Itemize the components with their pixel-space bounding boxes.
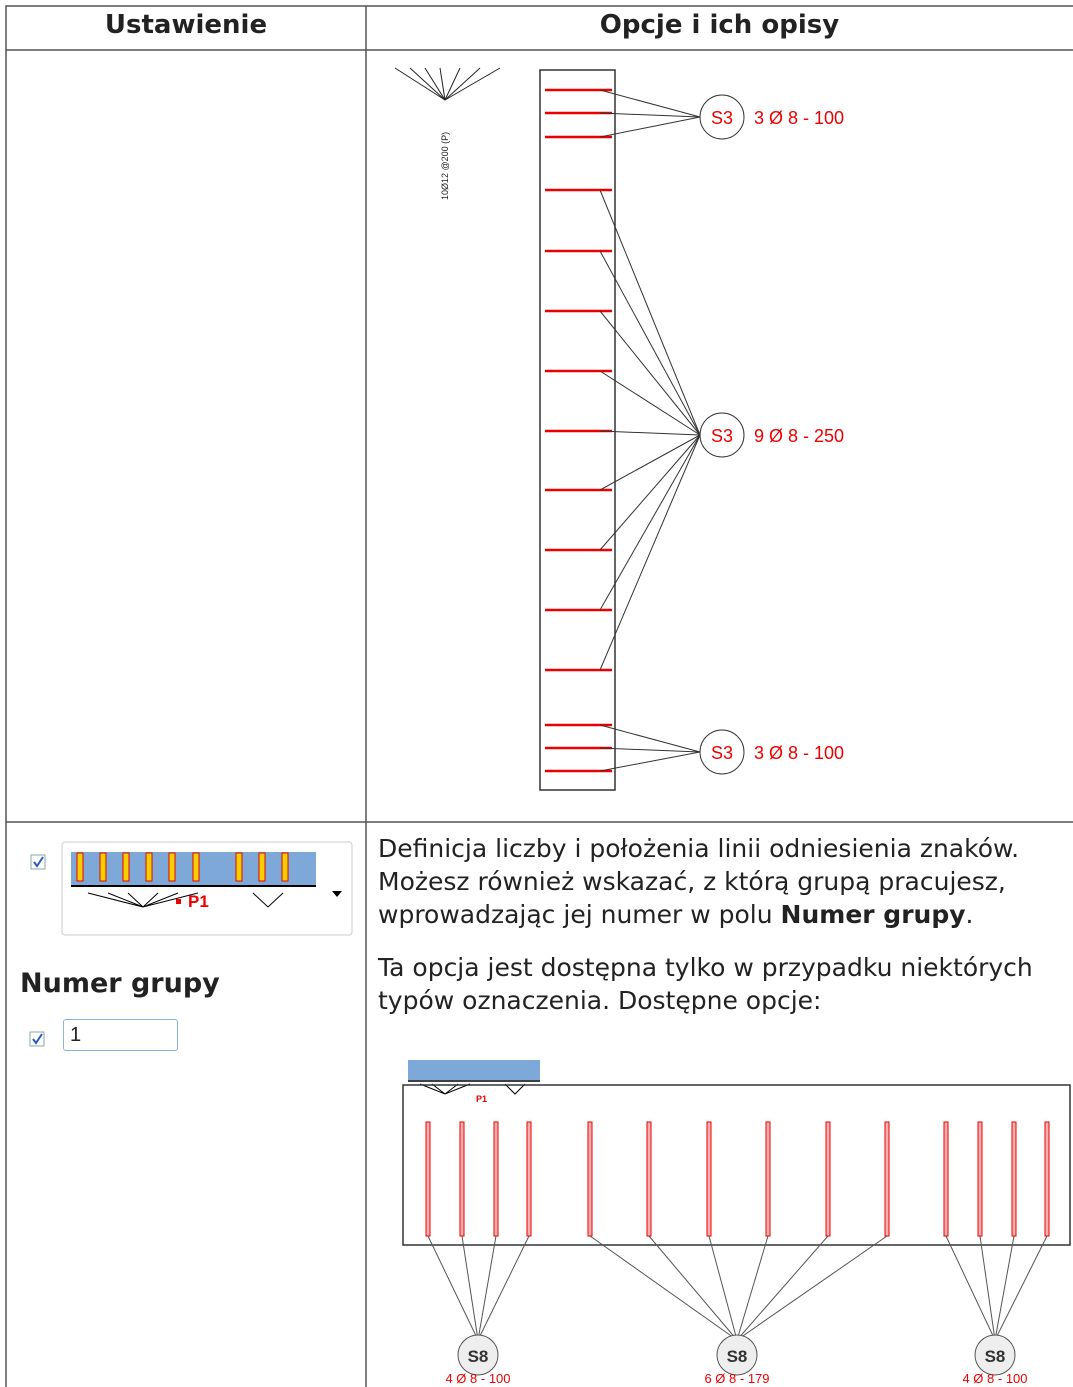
rotated-label: 10Ø12 @200 (P) [440,132,450,200]
bar [192,852,200,882]
bar [145,852,153,882]
tag-mark: S8 [727,1347,748,1366]
text: Definicja liczby i położenia linii odnie… [378,834,1020,929]
text: . [965,900,974,929]
leader [648,1235,738,1341]
leader [599,310,701,436]
leader [599,747,701,753]
rebar [526,1121,532,1237]
rebar [1044,1121,1050,1237]
bar [122,852,130,882]
leader [599,434,701,491]
rebar [706,1121,712,1237]
leader [736,1235,829,1341]
leader [994,1235,1048,1341]
example-drawing: 10Ø12 @200 (P) S3 3 Ø 8 - 100 S3 9 Ø 8 - 25… [394,67,844,791]
icon-label: P1 [476,1094,487,1104]
tag-circle [699,94,745,140]
rebar [884,1121,890,1237]
leader [599,112,701,118]
tag-circle [699,729,745,775]
tag-text: 3 Ø 8 - 100 [754,743,844,763]
tag-mark: S8 [468,1347,489,1366]
description: Ta opcja jest dostępna tylko w przypadku… [378,953,1033,1015]
leader [708,1235,738,1341]
checkbox[interactable] [28,1030,48,1050]
leader [599,189,701,436]
rebar [425,1121,431,1237]
header-cell: Opcje i ich opisy [599,10,840,40]
leader [599,434,701,611]
tag-text: 4 Ø 8 - 100 [445,1371,510,1386]
tag-circle [716,1334,758,1376]
setting-title: Numer grupy [20,968,220,999]
leader [599,89,701,118]
header-cell: Ustawienie [104,10,268,40]
bar [168,852,176,882]
leader [427,1235,479,1341]
leader [599,434,701,671]
leader [599,724,701,753]
dropdown[interactable]: P1 [28,835,358,945]
bar [99,852,107,882]
leader [477,1235,497,1341]
tag-text: 3 Ø 8 - 100 [754,108,844,128]
leader [736,1235,769,1341]
group-number-input[interactable]: 1 [63,1019,178,1051]
rebar [459,1121,465,1237]
leader [599,751,701,772]
icon-label: P1 [188,892,209,911]
leader [945,1235,996,1341]
bar [258,852,266,882]
leader [589,1235,738,1341]
leader [599,370,701,436]
leader [599,434,701,551]
rebar [646,1121,652,1237]
leader [979,1235,996,1341]
leader [994,1235,1015,1341]
bar [76,852,84,882]
rebar [825,1121,831,1237]
rebar [493,1121,499,1237]
leader [477,1235,530,1341]
rebar [1011,1121,1017,1237]
bar [235,852,243,882]
leader [599,250,701,436]
tag-text: 4 Ø 8 - 100 [962,1371,1027,1386]
tag-mark: S8 [985,1347,1006,1366]
tag-mark: S3 [711,108,733,128]
description: Definicja liczby i położenia linii odnie… [378,832,1073,931]
tag-mark: S3 [711,426,733,446]
tag-text: 6 Ø 8 - 179 [704,1371,769,1386]
rebar [977,1121,983,1237]
tag-circle [699,412,745,458]
tag-text: 9 Ø 8 - 250 [754,426,844,446]
leader [736,1235,888,1341]
leader [461,1235,479,1341]
bar [281,852,289,882]
tag-circle [457,1334,499,1376]
rebar [943,1121,949,1237]
leader [599,430,701,436]
rebar [587,1121,593,1237]
tag-mark: S3 [711,743,733,763]
leader [599,116,701,138]
tag-circle [974,1334,1016,1376]
bold-text: Numer grupy [780,900,966,929]
rebar [765,1121,771,1237]
